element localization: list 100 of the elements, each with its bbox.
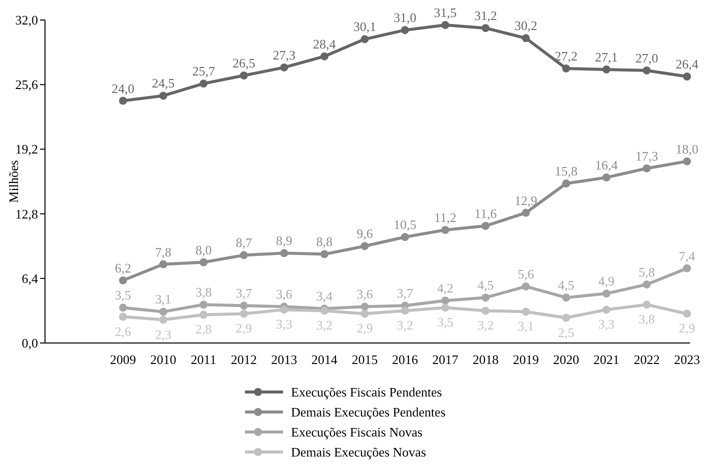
legend-label: Execuções Fiscais Novas — [291, 424, 422, 440]
data-label: 27,3 — [272, 47, 296, 62]
data-label: 30,1 — [353, 19, 376, 34]
point — [562, 294, 570, 302]
point — [200, 300, 208, 309]
x-tick-label: 2011 — [190, 352, 216, 367]
point — [642, 164, 651, 172]
point — [522, 34, 530, 42]
data-label: 27,0 — [635, 50, 658, 66]
data-label: 2,5 — [558, 324, 574, 340]
x-tick-label: 2018 — [472, 352, 499, 367]
point — [240, 302, 248, 310]
data-label: 8,0 — [195, 242, 212, 258]
point — [159, 316, 168, 324]
y-tick-label: 0,0 — [22, 336, 38, 350]
data-label: 8,8 — [316, 234, 333, 250]
point — [119, 304, 127, 312]
point — [360, 35, 369, 44]
point — [240, 310, 248, 318]
point — [159, 92, 168, 100]
data-label: 27,1 — [595, 49, 618, 64]
point — [683, 157, 691, 166]
data-label: 3,6 — [356, 286, 374, 302]
data-label: 24,0 — [112, 80, 134, 96]
point — [683, 310, 691, 318]
point — [119, 312, 127, 321]
point — [602, 173, 610, 182]
data-label: 11,6 — [474, 206, 498, 221]
x-tick-label: 2015 — [352, 352, 378, 367]
point — [683, 72, 691, 81]
data-label: 4,5 — [558, 278, 574, 293]
legend-label: Execuções Fiscais Pendentes — [291, 384, 442, 400]
x-tick-label: 2012 — [230, 352, 257, 367]
data-label: 3,1 — [155, 292, 172, 307]
point — [441, 226, 450, 234]
point — [683, 264, 691, 272]
point — [159, 308, 168, 316]
data-label: 4,5 — [477, 278, 494, 293]
data-label: 31,5 — [434, 5, 457, 20]
data-label: 17,3 — [635, 148, 658, 164]
point — [522, 308, 530, 316]
point — [360, 302, 369, 311]
x-tick-label: 2022 — [634, 352, 660, 367]
data-label: 8,7 — [236, 235, 252, 250]
point — [280, 306, 288, 314]
point — [562, 64, 570, 72]
x-tick-label: 2014 — [311, 352, 338, 367]
data-label: 5,6 — [518, 266, 534, 282]
data-label: 2,9 — [236, 320, 252, 336]
data-label: 3,5 — [437, 314, 454, 330]
point — [401, 233, 409, 242]
data-label: 6,2 — [114, 260, 132, 276]
data-label: 16,4 — [595, 157, 618, 172]
point — [562, 314, 570, 322]
point — [401, 26, 409, 34]
data-label: 3,4 — [316, 288, 334, 304]
x-tick-label: 2021 — [593, 352, 620, 367]
point — [200, 258, 208, 266]
point — [482, 24, 490, 32]
point — [360, 310, 369, 318]
data-label: 28,4 — [313, 36, 336, 52]
point — [441, 304, 450, 312]
y-tick-label: 32,0 — [15, 12, 38, 28]
x-tick-label: 2020 — [553, 352, 580, 367]
data-label: 27,2 — [554, 48, 578, 64]
data-label: 15,8 — [554, 164, 578, 179]
data-label: 3,6 — [276, 286, 293, 302]
point — [360, 242, 369, 250]
point — [642, 300, 651, 309]
legend-label: Demais Execuções Novas — [291, 444, 426, 460]
point — [119, 96, 127, 105]
x-tick-label: 2016 — [392, 352, 418, 367]
data-label: 7,4 — [678, 248, 696, 264]
point — [240, 251, 248, 260]
point — [401, 306, 409, 315]
data-label: 3,7 — [396, 286, 414, 301]
data-label: 3,1 — [518, 318, 534, 334]
data-label: 2,8 — [195, 322, 212, 337]
data-label: 2,6 — [114, 324, 132, 339]
data-label: 9,6 — [356, 226, 374, 242]
y-axis-title: Milhões — [6, 160, 21, 203]
point — [522, 282, 530, 290]
data-label: 18,0 — [676, 141, 698, 156]
data-label: 3,2 — [316, 318, 333, 333]
data-label: 30,2 — [514, 18, 538, 34]
point — [602, 65, 610, 74]
x-tick-label: 2009 — [110, 352, 136, 367]
point — [159, 260, 168, 268]
data-label: 3,7 — [236, 286, 252, 301]
data-label: 5,8 — [638, 264, 655, 280]
point — [642, 280, 651, 288]
data-label: 3,3 — [276, 316, 292, 332]
data-label: 2,9 — [356, 320, 373, 336]
data-label: 11,2 — [434, 210, 456, 225]
y-tick-label: 6,4 — [22, 270, 38, 286]
data-label: 8,9 — [276, 233, 292, 248]
y-tick-label: 12,8 — [15, 206, 38, 222]
data-label: 31,2 — [474, 8, 497, 24]
point — [320, 52, 328, 60]
point — [602, 290, 610, 298]
